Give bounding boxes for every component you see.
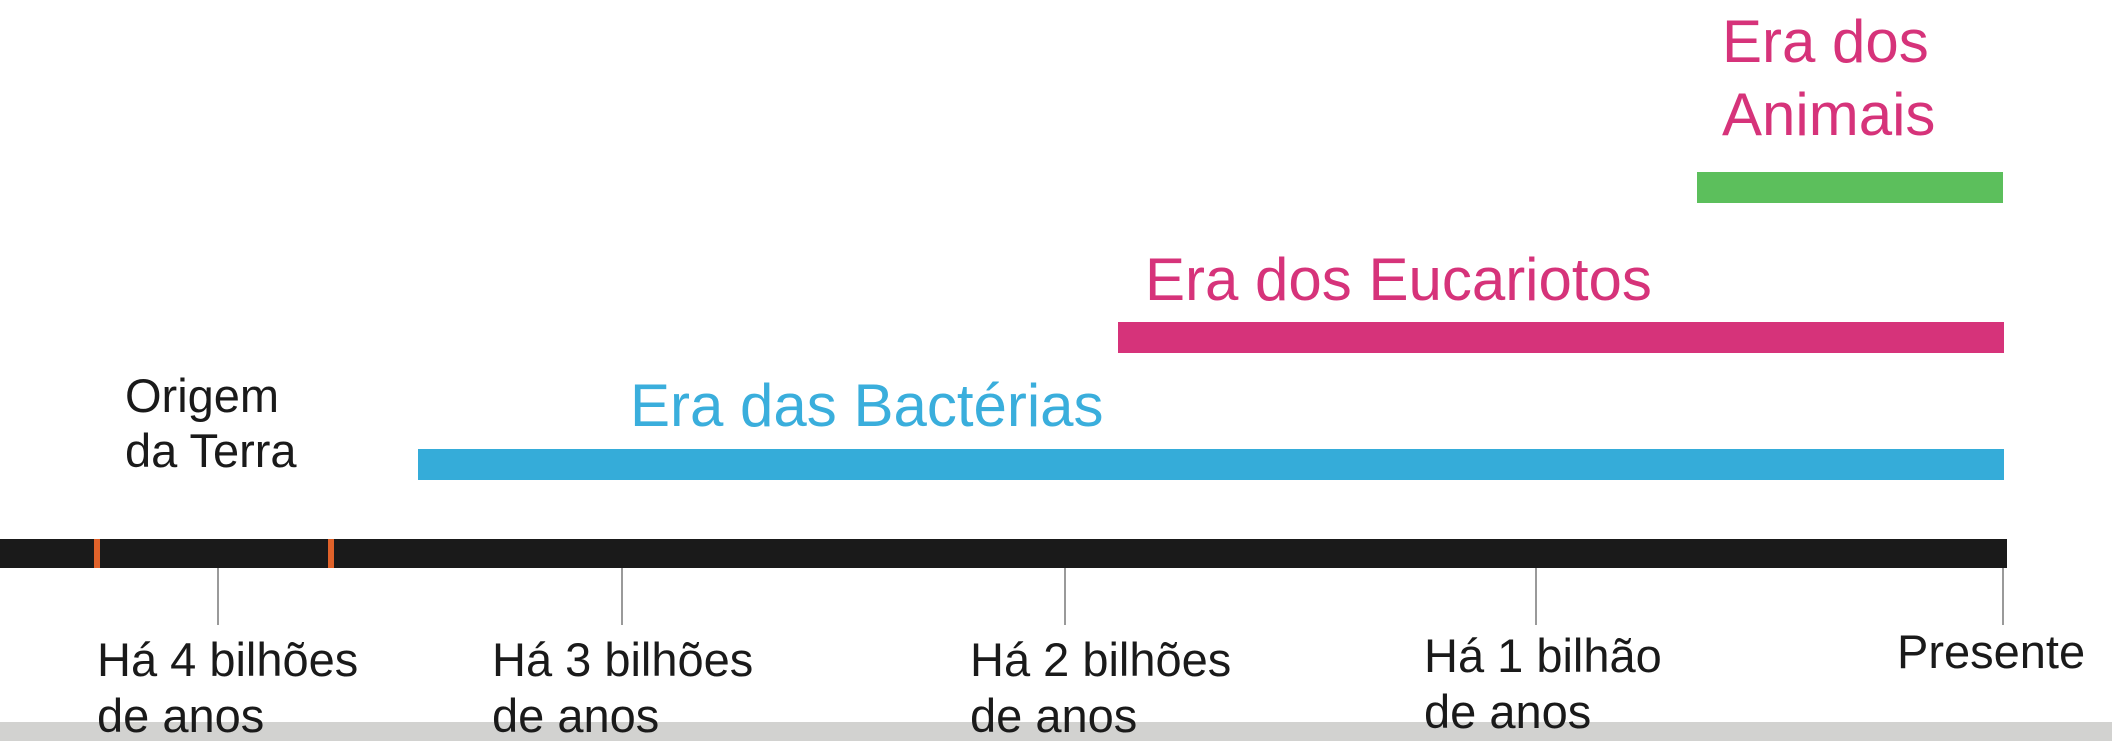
tick-label: de anos [492, 689, 659, 741]
bacteria-bar [418, 449, 2004, 480]
tick-label: Presente [1897, 625, 2085, 678]
tick-lines [217, 568, 2004, 625]
era-label: Era dos [1722, 8, 1929, 75]
tick-label: Há 3 bilhões [492, 633, 753, 686]
tick-label: Há 4 bilhões [97, 633, 358, 686]
origin-marker [94, 539, 100, 568]
tick-label: de anos [1424, 685, 1591, 738]
origin-marker [328, 539, 334, 568]
era-label: Era dos Eucariotos [1145, 246, 1652, 313]
origin-label: da Terra [125, 424, 297, 477]
origin-label: Origem [125, 369, 279, 422]
era-label: Animais [1722, 81, 1935, 148]
tick-label: Há 2 bilhões [970, 633, 1231, 686]
tick-label: de anos [97, 689, 264, 741]
animal-bar [1697, 172, 2003, 203]
eukaryote-bar [1118, 322, 2004, 353]
tick-label: Há 1 bilhão [1424, 629, 1662, 682]
tick-label: de anos [970, 689, 1137, 741]
bottom-strip [0, 722, 2112, 741]
era-label: Era das Bactérias [630, 372, 1104, 439]
timeline-axis [0, 539, 2007, 568]
